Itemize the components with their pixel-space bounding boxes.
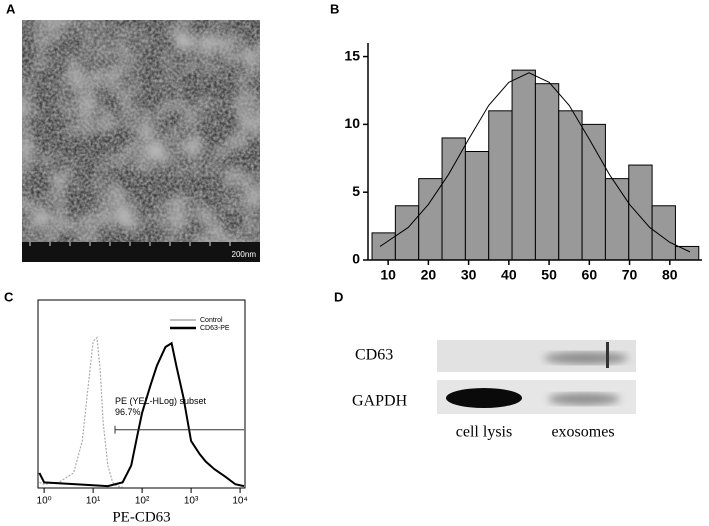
- bar: [441, 137, 466, 261]
- bar: [464, 151, 490, 261]
- micrograph: [22, 20, 260, 262]
- bar: [534, 83, 560, 261]
- y-tick-label: 15: [344, 47, 360, 63]
- series-line: [38, 341, 245, 488]
- panel-label: D: [334, 289, 343, 304]
- bar: [371, 232, 396, 261]
- x-tick-label: 10: [380, 267, 396, 283]
- legend-label: Control: [200, 317, 223, 324]
- y-tick-label: 5: [352, 183, 360, 199]
- y-tick-label: 10: [344, 115, 360, 131]
- bar: [511, 69, 536, 261]
- bar: [488, 110, 513, 261]
- blot-lane-label: cell lysis: [456, 424, 512, 441]
- bar: [628, 164, 653, 261]
- x-tick-label: 30: [461, 267, 477, 283]
- x-tick-label: 10²: [135, 496, 150, 507]
- gate-label: PE (YEL-HLog) subset: [115, 396, 207, 406]
- panel-label: C: [4, 289, 14, 304]
- panel-label: A: [6, 1, 16, 16]
- gate-annotation: 96.7%: [115, 407, 141, 417]
- blot-row-label: GAPDH: [352, 393, 408, 410]
- x-axis-label: PE-CD63: [112, 509, 170, 525]
- x-tick-label: 60: [582, 267, 598, 283]
- bar: [651, 205, 676, 261]
- bar: [394, 205, 420, 261]
- series-line: [39, 336, 123, 488]
- x-tick-label: 40: [501, 267, 517, 283]
- y-tick-label: 0: [352, 251, 360, 267]
- blot-row-label: CD63: [355, 347, 393, 364]
- x-tick-label: 80: [662, 267, 678, 283]
- plot-frame: [37, 299, 246, 489]
- bar: [581, 123, 606, 261]
- bar: [604, 178, 630, 261]
- bar: [558, 110, 583, 261]
- fit-curve: [379, 72, 691, 253]
- western-blot: [437, 340, 636, 414]
- x-tick-label: 10¹: [86, 496, 101, 507]
- legend-label: CD63-PE: [200, 325, 230, 332]
- x-tick-label: 10³: [184, 496, 199, 507]
- bar: [418, 178, 443, 261]
- x-tick-label: 10⁴: [232, 496, 247, 507]
- scale-bar-label: 200nm: [232, 250, 257, 259]
- x-tick-label: 50: [541, 267, 557, 283]
- panel-label: B: [330, 1, 339, 16]
- blot-lane-label: exosomes: [551, 424, 614, 441]
- x-tick-label: 20: [421, 267, 437, 283]
- x-tick-label: 70: [622, 267, 638, 283]
- bar: [674, 245, 700, 261]
- x-tick-label: 10⁰: [37, 496, 52, 507]
